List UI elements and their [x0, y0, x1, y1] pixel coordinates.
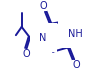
- Text: N: N: [39, 33, 47, 43]
- Text: NH: NH: [68, 29, 83, 39]
- Text: O: O: [72, 60, 80, 70]
- Text: O: O: [39, 1, 47, 11]
- Text: O: O: [23, 49, 30, 59]
